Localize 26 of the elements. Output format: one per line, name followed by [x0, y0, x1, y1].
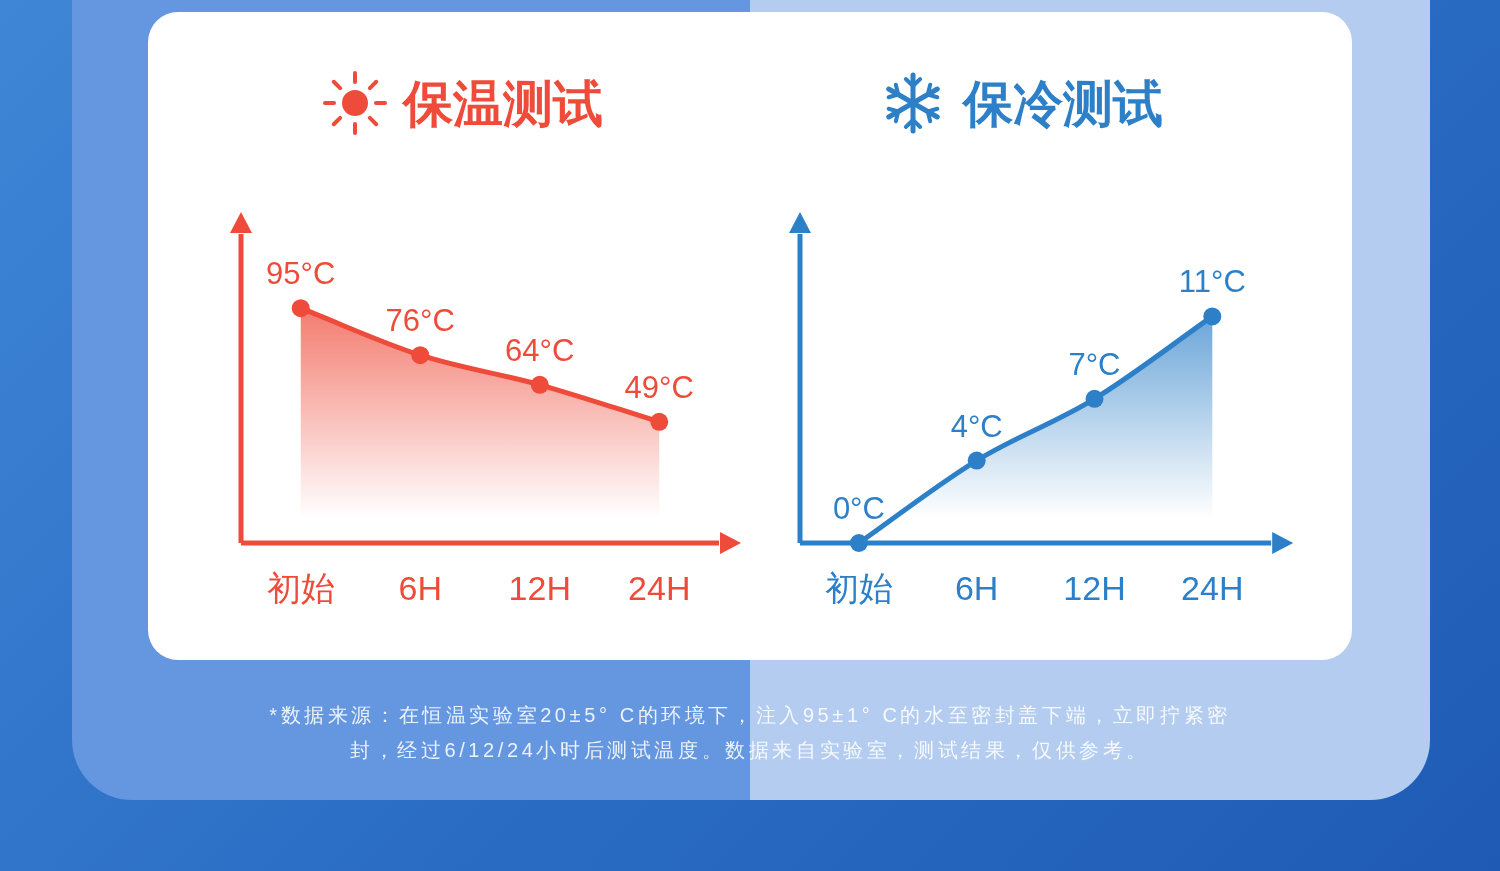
- x-tick-label: 24H: [1181, 569, 1244, 607]
- point: [1203, 307, 1222, 326]
- point: [411, 346, 430, 365]
- x-tick-label: 初始: [266, 569, 335, 607]
- data-label: 64°C: [505, 332, 575, 368]
- data-label: 76°C: [385, 303, 455, 339]
- x-tick-label: 24H: [628, 569, 691, 607]
- point: [530, 375, 549, 394]
- data-label: 0°C: [832, 491, 885, 526]
- data-label: 7°C: [1068, 346, 1121, 382]
- x-tick-label: 6H: [954, 569, 999, 607]
- data-label: 49°C: [624, 369, 694, 405]
- data-label: 4°C: [950, 408, 1003, 444]
- chart-title: 保冷测试: [961, 76, 1163, 132]
- point: [1085, 389, 1104, 408]
- point: [849, 534, 868, 552]
- x-tick-label: 12H: [1063, 569, 1126, 607]
- x-tick-label: 12H: [508, 569, 571, 607]
- x-tick-label: 6H: [398, 569, 442, 607]
- point: [967, 451, 986, 470]
- point: [650, 412, 669, 431]
- chart-title: 保温测试: [401, 76, 603, 132]
- data-label: 11°C: [1178, 264, 1246, 300]
- point: [291, 299, 310, 318]
- x-tick-label: 初始: [824, 569, 893, 607]
- data-label: 95°C: [266, 256, 336, 292]
